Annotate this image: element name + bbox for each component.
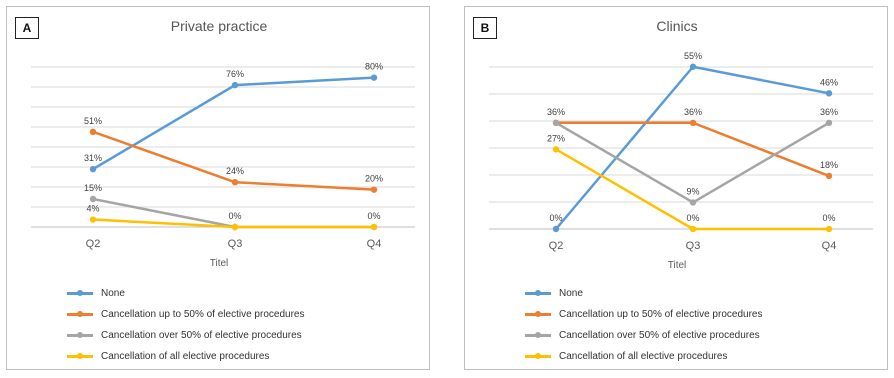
legend-entry: Cancellation over 50% of elective proced…: [67, 325, 304, 345]
chart-panel-b: B Clinics Q2 Q3 Q4 Titel 0% 55% 46% 36% 36% 18% 9% 3…: [464, 6, 888, 370]
series-line: [92, 76, 375, 171]
line-chart-clinics: Clinics Q2 Q3 Q4 Titel 0% 55% 46% 36% 36% 18% 9% 36%…: [489, 18, 873, 271]
data-point: [89, 128, 97, 135]
data-label: 36%: [684, 107, 702, 117]
data-label: 0%: [367, 211, 380, 221]
data-label: 9%: [686, 186, 699, 196]
data-point: [552, 146, 560, 153]
chart-legend: None Cancellation up to 50% of elective p…: [67, 283, 304, 367]
x-axis-label: Titel: [668, 260, 687, 271]
data-label: 20%: [365, 174, 383, 184]
data-point: [89, 195, 97, 203]
data-point: [370, 74, 378, 81]
legend-swatch-icon: [67, 328, 93, 342]
data-point: [89, 216, 97, 223]
data-point: [825, 172, 833, 180]
legend-label: Cancellation up to 50% of elective proce…: [559, 308, 763, 320]
data-point: [89, 165, 97, 173]
legend-swatch-icon: [525, 349, 551, 363]
data-point: [689, 199, 697, 206]
data-label: 46%: [820, 77, 838, 87]
x-tick-label: Q2: [86, 238, 101, 250]
x-tick-label: Q3: [686, 240, 701, 252]
chart-title: Private practice: [171, 18, 268, 34]
data-label: 4%: [86, 204, 99, 214]
legend-label: None: [101, 287, 125, 299]
line-chart-private-practice: Private practice Q2 Q3 Q4 Titel 31% 76% 80% 51% 2…: [31, 18, 415, 269]
chart-title: Clinics: [656, 18, 697, 34]
legend-label: Cancellation over 50% of elective proced…: [559, 329, 760, 341]
data-point: [231, 223, 239, 231]
legend-entry: Cancellation up to 50% of elective proce…: [525, 304, 762, 324]
series-line: [556, 121, 830, 178]
x-tick-label: Q2: [549, 240, 564, 252]
data-label: 27%: [547, 133, 565, 143]
data-point: [370, 186, 378, 193]
data-label: 0%: [822, 213, 835, 223]
data-point: [825, 119, 833, 127]
legend-label: Cancellation up to 50% of elective proce…: [101, 308, 305, 320]
data-label: 36%: [820, 107, 838, 117]
data-point: [689, 119, 697, 127]
x-axis-label: Titel: [210, 258, 229, 269]
data-point: [552, 225, 560, 233]
legend-entry: None: [525, 283, 762, 303]
legend-swatch-icon: [525, 286, 551, 300]
data-point: [689, 63, 697, 70]
legend-label: None: [559, 287, 583, 299]
chart-panel-a: A Private practice Q2 Q3 Q4 Titel 31% 76% 80% 51…: [6, 6, 430, 370]
panel-label: B: [473, 17, 497, 39]
x-tick-label: Q3: [228, 238, 243, 250]
legend-swatch-icon: [67, 307, 93, 321]
legend-swatch-icon: [67, 349, 93, 363]
data-label: 36%: [547, 107, 565, 117]
data-label: 18%: [820, 160, 838, 170]
x-tick-label: Q4: [367, 238, 382, 250]
data-point: [231, 81, 239, 89]
data-label: 0%: [228, 211, 241, 221]
data-point: [825, 225, 833, 233]
data-label: 0%: [686, 213, 699, 223]
legend-entry: Cancellation over 50% of elective proced…: [525, 325, 762, 345]
x-tick-label: Q4: [822, 240, 837, 252]
chart-legend: None Cancellation up to 50% of elective p…: [525, 283, 762, 367]
data-label: 80%: [365, 62, 383, 72]
data-label: 24%: [226, 166, 244, 176]
legend-entry: None: [67, 283, 304, 303]
legend-label: Cancellation of all elective procedures: [101, 350, 270, 362]
legend-entry: Cancellation of all elective procedures: [67, 346, 304, 366]
data-label: 55%: [684, 51, 702, 61]
data-label: 31%: [84, 153, 102, 163]
data-label: 51%: [84, 116, 102, 126]
legend-label: Cancellation of all elective procedures: [559, 350, 728, 362]
data-point: [689, 225, 697, 233]
data-point: [825, 90, 833, 97]
legend-swatch-icon: [67, 286, 93, 300]
legend-entry: Cancellation up to 50% of elective proce…: [67, 304, 304, 324]
data-label: 0%: [549, 213, 562, 223]
legend-entry: Cancellation of all elective procedures: [525, 346, 762, 366]
data-point: [370, 223, 378, 231]
data-point: [552, 119, 560, 127]
legend-swatch-icon: [525, 328, 551, 342]
legend-swatch-icon: [525, 307, 551, 321]
data-label: 15%: [84, 183, 102, 193]
data-point: [231, 179, 239, 186]
panel-label: A: [15, 17, 39, 39]
legend-label: Cancellation over 50% of elective proced…: [101, 329, 302, 341]
data-label: 76%: [226, 69, 244, 79]
